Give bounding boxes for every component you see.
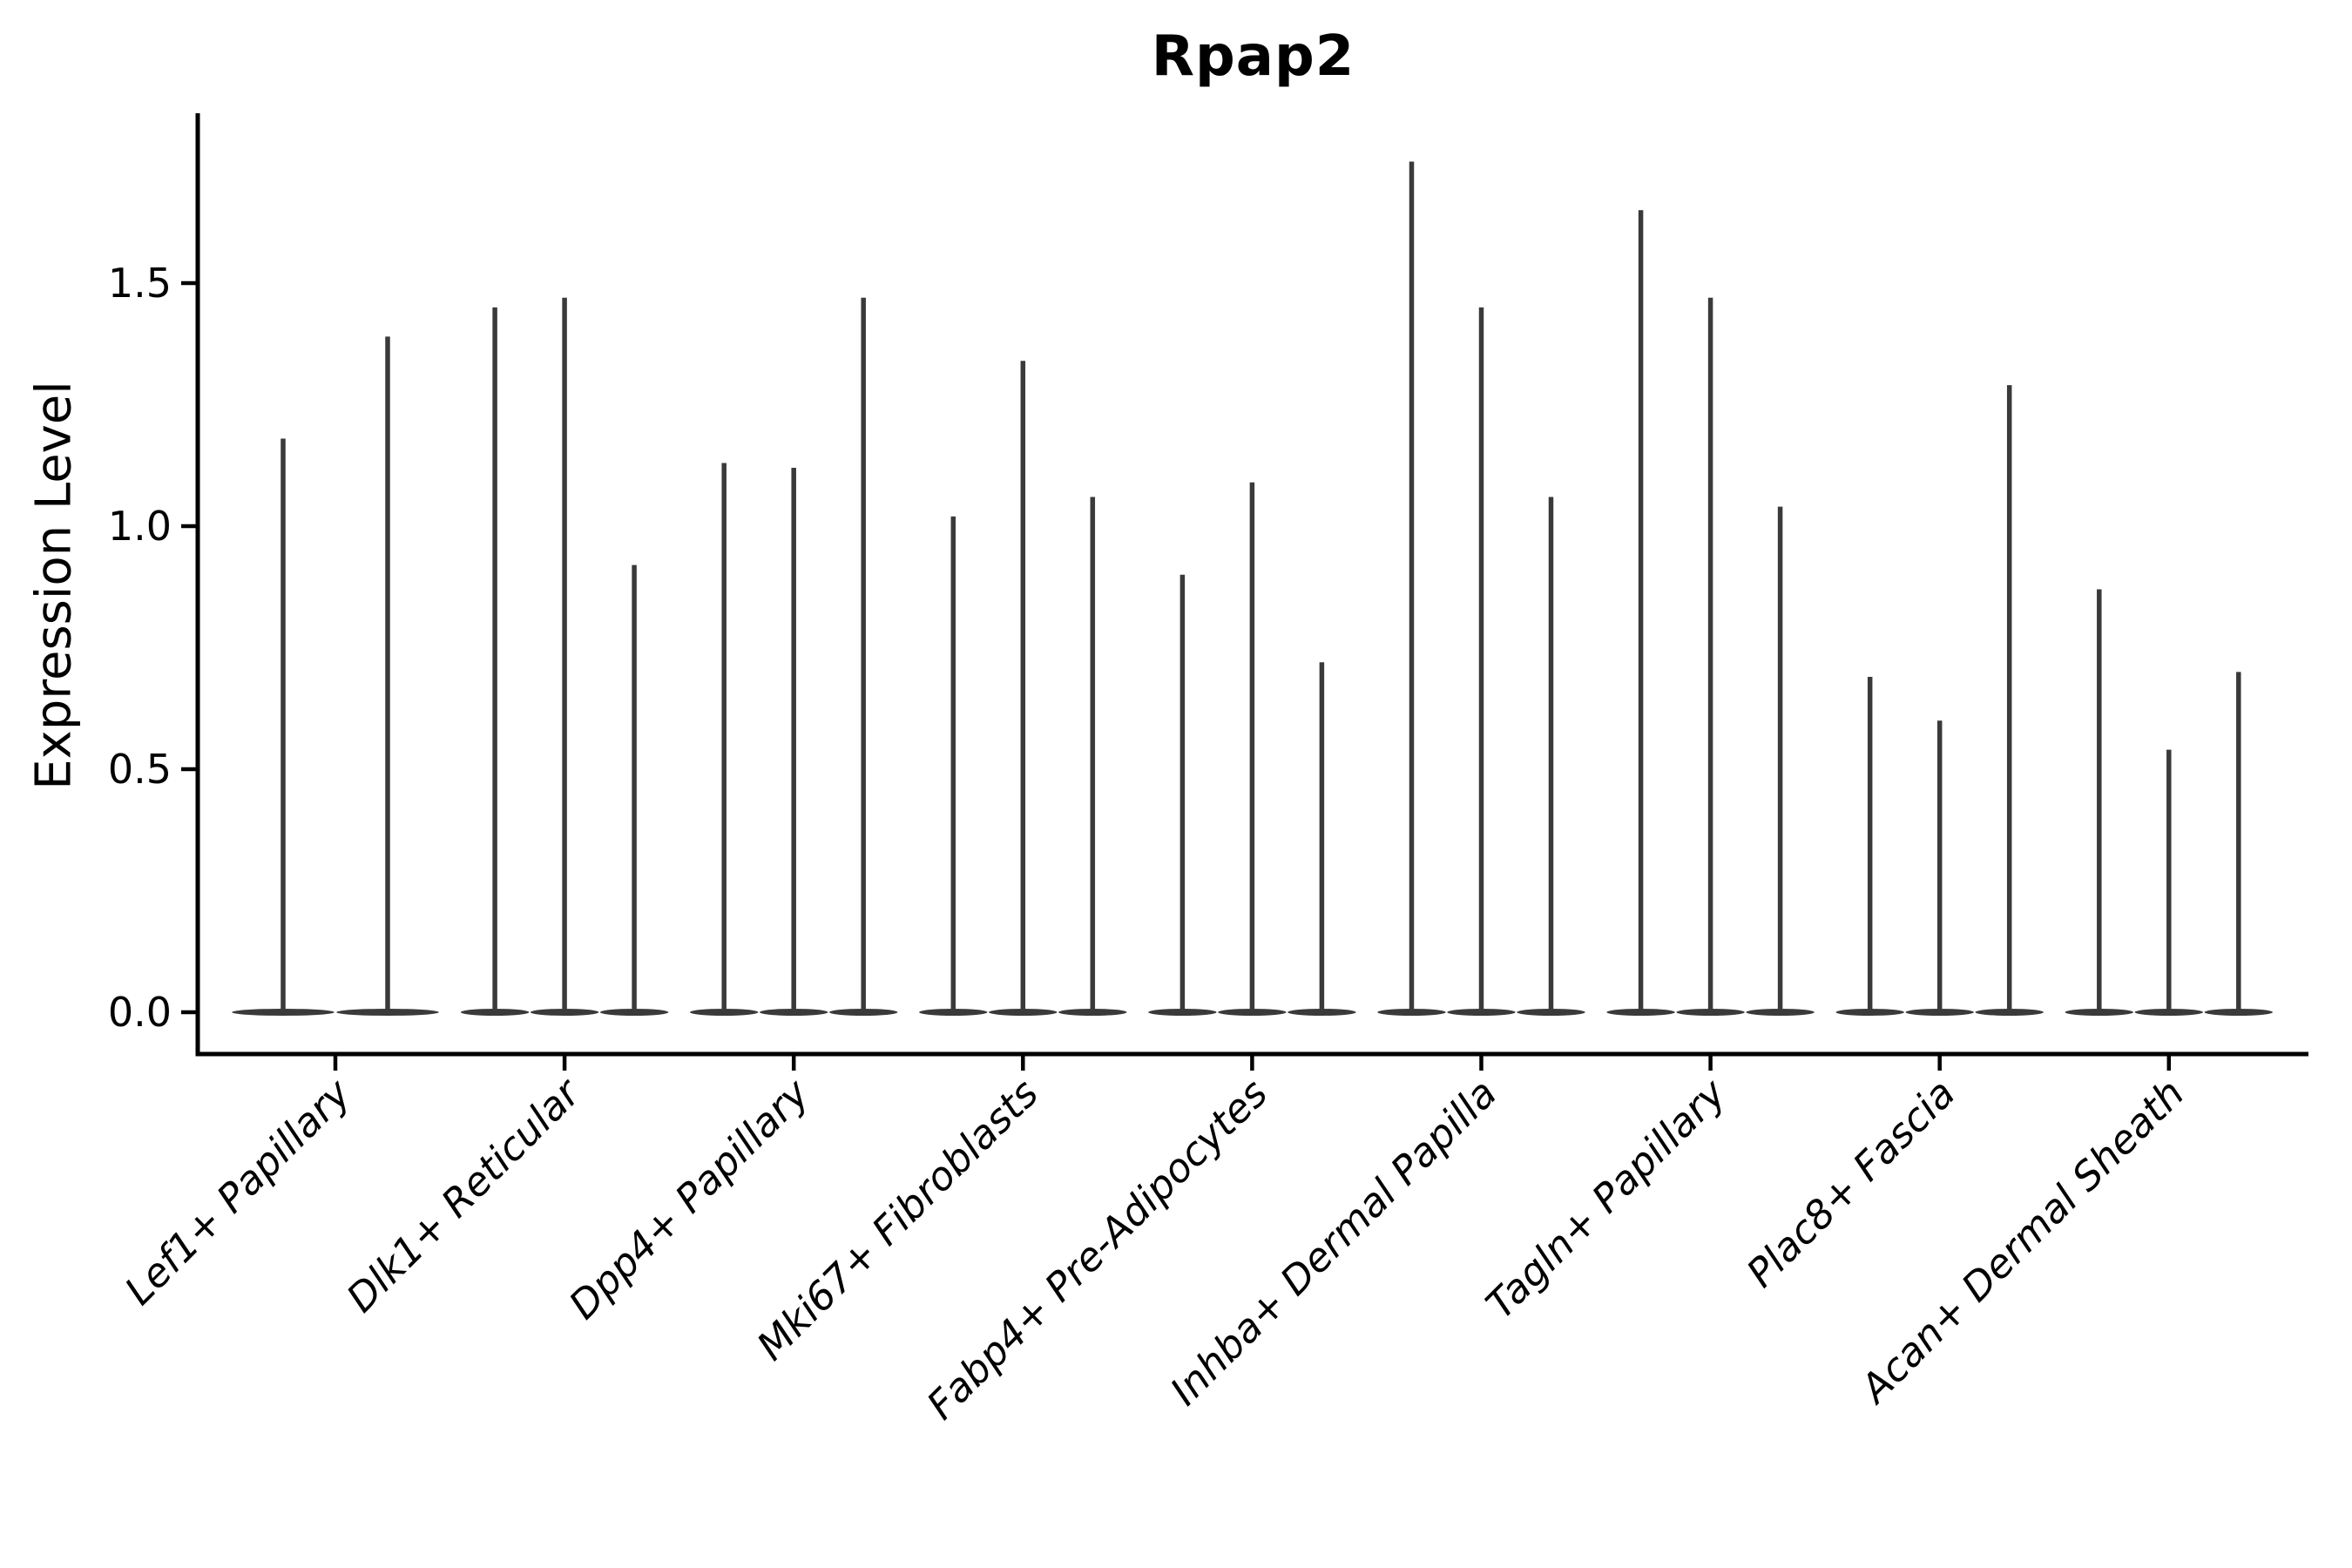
x-tick-label: Lef1+ Papillary bbox=[116, 1069, 361, 1314]
x-tick-label: Dpp4+ Papillary bbox=[560, 1069, 819, 1328]
x-tick-label: Plac8+ Fascia bbox=[1738, 1070, 1964, 1296]
x-tick-label: Dlk1+ Reticular bbox=[338, 1069, 591, 1321]
chart-title: Rpap2 bbox=[1151, 24, 1355, 89]
y-tick-label: 1.0 bbox=[108, 503, 172, 550]
y-tick-label: 1.5 bbox=[108, 260, 172, 307]
y-tick-label: 0.5 bbox=[108, 746, 172, 793]
x-tick-label: Tagln+ Papillary bbox=[1477, 1069, 1735, 1328]
y-tick-label: 0.0 bbox=[108, 989, 172, 1036]
